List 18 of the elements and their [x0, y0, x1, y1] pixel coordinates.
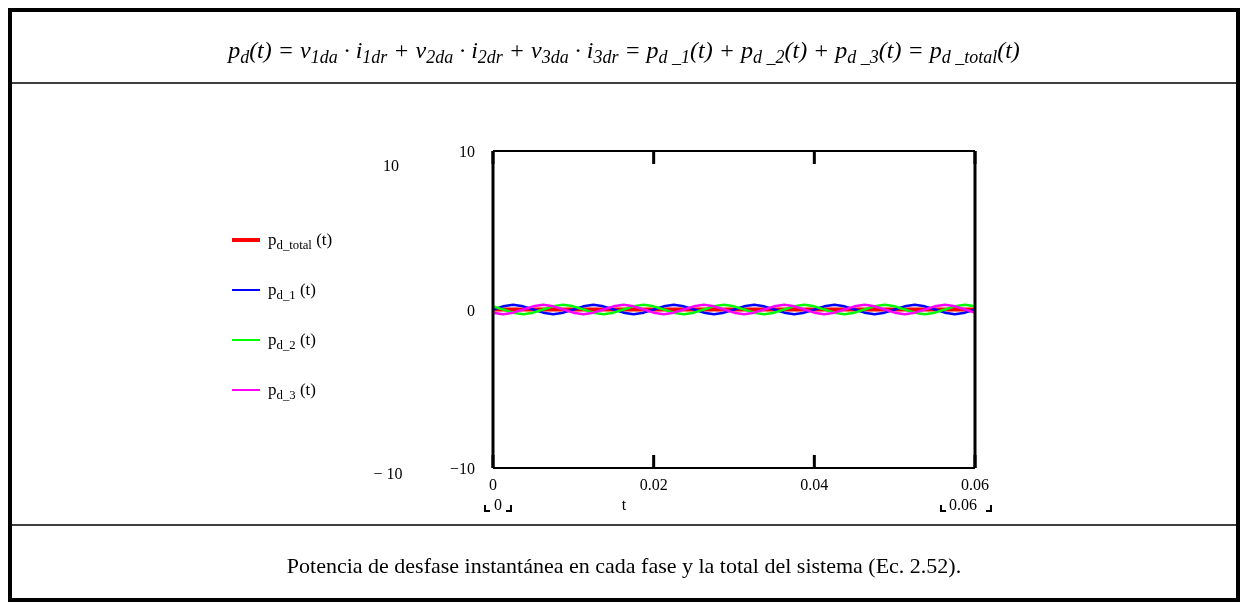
legend-label: p$_{d_2}$ (t) — [268, 330, 316, 352]
x-tick-label: 0.06 — [961, 476, 989, 493]
y-tick-label: 10 — [459, 143, 475, 160]
legend-label: p$_{d_3}$ (t) — [268, 380, 316, 402]
chart-title: p$_{d}$(t) = v$_{1da}$ · i$_{1dr}$ + v$_{2da}$ · i$_{2dr}$ + v$_{3da}$ · i$_{3dr}$ = p$_{d _1}$(t) + p$_{d _2}$(t) + p$_{d _3}$(t) = p$_{d _total}$(t) — [228, 37, 1020, 68]
text: 0 — [494, 496, 502, 513]
x-tick-label: 0.04 — [800, 476, 829, 493]
x-axis-title: t — [621, 496, 627, 513]
text: 0.06 — [949, 496, 977, 513]
text: − 10 — [373, 465, 403, 482]
y-tick-label: 0 — [467, 301, 475, 319]
legend-label: p$_{d_1}$ (t) — [268, 280, 316, 302]
text: 10 — [383, 157, 399, 174]
x-tick-label: 0 — [489, 476, 497, 493]
x-tick-label: 0.02 — [639, 476, 668, 493]
legend-label: p$_{d_total}$ (t) — [268, 230, 333, 252]
text: Potencia de desfase instantánea en cada fase y la total del sistema (Ec. 2.52). — [286, 553, 962, 578]
y-tick-label: −10 — [449, 460, 475, 477]
